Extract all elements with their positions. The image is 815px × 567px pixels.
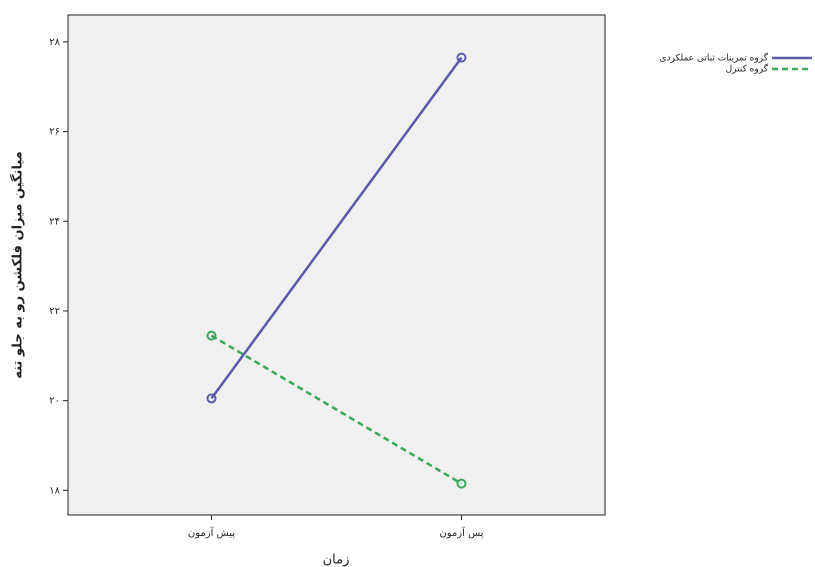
y-tick-label: ۲۴	[49, 216, 60, 227]
legend-label: گروه تمرینات ثباتی عملکردی	[659, 52, 768, 64]
y-axis-title: میانگین میزان فلکشن رو به جلو تنه	[10, 151, 26, 378]
marker	[456, 478, 467, 489]
series-line	[210, 56, 463, 400]
y-tick-label: ۲۸	[49, 37, 60, 48]
x-tick-label: پیش آزمون	[188, 526, 235, 539]
y-tick-label: ۱۸	[49, 485, 60, 496]
y-tick-label: ۲۰	[49, 396, 60, 407]
y-tick-label: ۲۲	[49, 306, 60, 317]
marker	[456, 52, 467, 63]
marker	[206, 330, 217, 341]
y-tick-label: ۲۶	[49, 127, 60, 138]
plot-area	[67, 14, 606, 516]
x-tick-label: پس آزمون	[439, 526, 483, 539]
x-axis-title: زمان	[323, 553, 350, 567]
series-line	[210, 334, 463, 485]
marker	[206, 393, 217, 404]
legend-label: گروه کنترل	[726, 63, 769, 75]
